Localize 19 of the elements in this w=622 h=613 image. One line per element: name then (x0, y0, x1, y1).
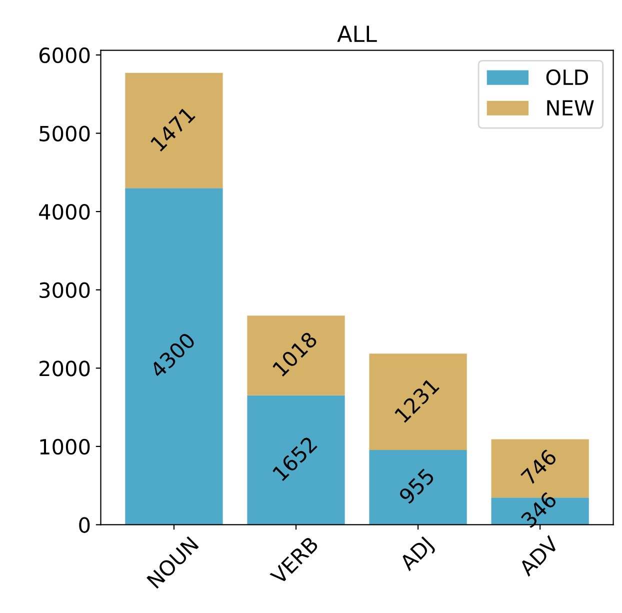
chart-title: ALL (337, 26, 377, 42)
bar (125, 188, 223, 525)
y-tick-label: 6000 (39, 47, 90, 64)
legend-label: OLD (546, 69, 588, 86)
y-tick-label: 5000 (40, 126, 90, 142)
data-label: 955 (398, 468, 436, 505)
y-tick-label: 0 (79, 517, 90, 533)
bar (247, 395, 345, 525)
bar (247, 316, 345, 396)
y-tick-label: 3000 (40, 282, 90, 298)
legend-label: NEW (547, 100, 594, 116)
y-tick-label: 4000 (39, 204, 90, 220)
data-label: 746 (520, 448, 558, 486)
y-tick-label: 1000 (40, 438, 90, 455)
y-tick-label: 2000 (40, 360, 90, 376)
bar (125, 72, 223, 188)
x-tick-label: ADJ (398, 536, 436, 574)
bar (369, 354, 467, 450)
bar (369, 450, 467, 525)
